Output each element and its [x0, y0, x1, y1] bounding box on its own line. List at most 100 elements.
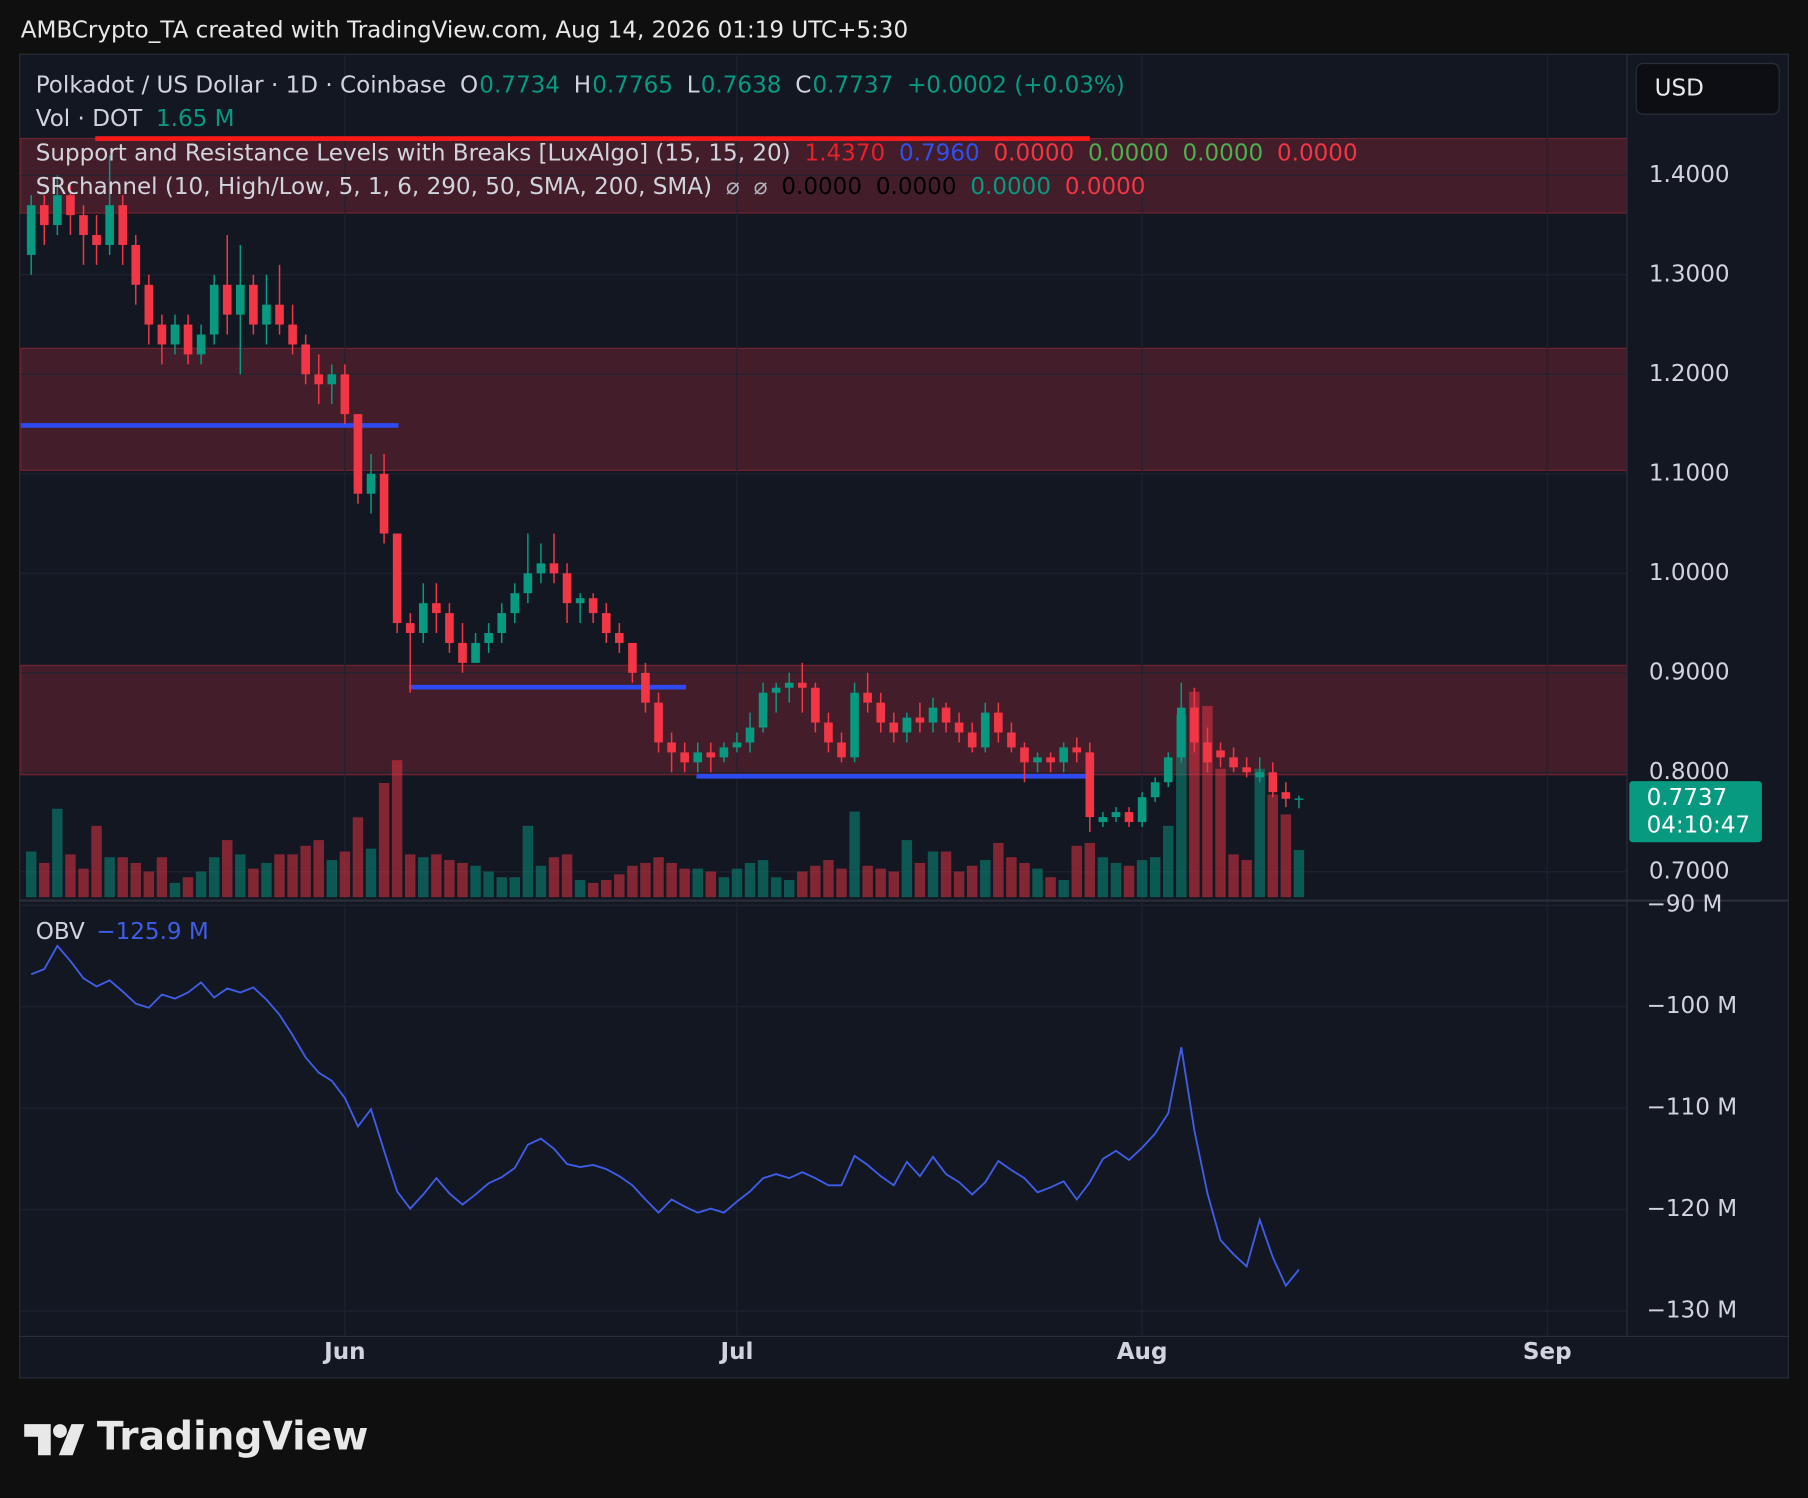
legend-item: ⌀ — [754, 173, 768, 199]
volume-bar — [1071, 845, 1082, 898]
candle-body — [1190, 707, 1199, 743]
candle-body — [327, 374, 337, 385]
y-tick-label: 1.4000 — [1649, 162, 1730, 188]
volume-bar — [966, 865, 978, 898]
candle-body — [1150, 782, 1160, 798]
obv-tick-label: −130 M — [1647, 1298, 1738, 1324]
obv-tick-label: −90 M — [1647, 892, 1723, 918]
currency-label[interactable]: USD — [1655, 75, 1704, 101]
obv-tick-label: −100 M — [1647, 993, 1738, 1019]
volume-bar — [1241, 860, 1252, 898]
candle-body — [549, 563, 559, 574]
volume-bar — [457, 862, 468, 898]
y-tick-label: 1.2000 — [1649, 361, 1730, 387]
currency-button[interactable]: USD — [1635, 62, 1780, 115]
volume-bar — [130, 862, 141, 898]
volume-bar — [679, 868, 690, 898]
candle-body — [575, 598, 585, 604]
price-tag-countdown: 04:10:47 — [1647, 813, 1751, 839]
candle-body — [445, 613, 454, 643]
candle-body — [1020, 747, 1029, 763]
price-tag-box — [1629, 781, 1762, 843]
volume-bar — [1293, 850, 1305, 898]
candle-body — [1046, 757, 1055, 763]
volume-bar — [1136, 860, 1148, 898]
obv-tick-label: −110 M — [1647, 1095, 1738, 1121]
volume-bar — [1149, 857, 1161, 898]
currency-button-box[interactable] — [1635, 62, 1780, 115]
candle-body — [523, 573, 533, 594]
candle-body — [26, 205, 36, 255]
volume-bar — [78, 868, 89, 898]
legend-item: ⌀ — [726, 173, 740, 199]
candle-body — [745, 727, 755, 743]
candle-body — [314, 374, 324, 385]
candle-body — [615, 633, 624, 643]
volume-bar — [156, 857, 168, 898]
candle-body — [262, 304, 271, 325]
volume-bar — [444, 860, 455, 898]
volume-bar — [143, 871, 155, 898]
volume-bar — [235, 854, 246, 898]
volume-bar — [705, 871, 717, 898]
volume-bar — [627, 865, 638, 898]
logo: TradingView — [24, 1415, 368, 1460]
attribution: AMBCrypto_TA created with TradingView.co… — [21, 18, 908, 44]
volume-bar — [993, 842, 1004, 898]
legend-item: 0.0000 — [1065, 173, 1146, 199]
sr-zone — [20, 347, 1628, 472]
candle-body — [811, 687, 820, 723]
candle-body — [980, 712, 990, 748]
volume-bar — [1123, 865, 1135, 898]
volume-bar — [888, 871, 900, 898]
volume-bar — [339, 851, 351, 898]
volume-bar — [561, 854, 573, 898]
candle-body — [1242, 767, 1251, 773]
candle-body — [183, 324, 193, 355]
candle-body — [249, 284, 258, 325]
candle-body — [340, 374, 350, 415]
candle-body — [915, 717, 925, 723]
candle-body — [667, 742, 676, 753]
candle-body — [196, 334, 206, 355]
candle-body — [562, 573, 572, 604]
volume-bar — [548, 857, 560, 898]
volume-bar — [744, 862, 756, 898]
volume-bar — [535, 865, 547, 898]
y-tick-label: 1.3000 — [1649, 261, 1730, 287]
candle-body — [418, 603, 428, 634]
volume-bar — [862, 865, 873, 898]
candle-body — [1176, 707, 1186, 758]
candle-body — [1033, 757, 1042, 763]
grid-layer — [20, 54, 1627, 1337]
volume-bar — [352, 817, 364, 898]
x-tick-label: Aug — [1117, 1339, 1168, 1365]
candle-body — [1124, 812, 1134, 823]
volume-bar — [1215, 768, 1226, 898]
candle-body — [1216, 750, 1225, 758]
volume-bar — [39, 862, 50, 898]
legend-row: Polkadot / US Dollar · 1D · Coinbase O0.7… — [36, 72, 1125, 98]
volume-bar — [169, 882, 181, 898]
candle-body — [1268, 772, 1278, 793]
legend-layer: Polkadot / US Dollar · 1D · Coinbase O0.7… — [36, 72, 1358, 199]
volume-bar — [797, 871, 808, 898]
candle-body — [484, 633, 493, 643]
y-tick-label: 1.1000 — [1649, 460, 1730, 486]
legend-item: L — [687, 72, 700, 98]
legend-item: 0.0000 — [781, 173, 862, 199]
candle-body — [222, 284, 232, 315]
volume-bar — [326, 860, 338, 898]
legend-item: 0.7638 — [701, 72, 782, 98]
candle-body — [967, 732, 977, 748]
x-tick-label: Jun — [322, 1339, 365, 1365]
legend-row: Support and Resistance Levels with Break… — [36, 140, 1358, 166]
volume-bar — [52, 808, 63, 898]
candle-body — [275, 304, 284, 325]
legend-item: 1.4370 — [805, 140, 886, 166]
volume-bar — [810, 865, 821, 898]
legend-item: 0.0000 — [970, 173, 1051, 199]
candle-body — [850, 692, 859, 758]
legend-item: 0.0000 — [994, 140, 1075, 166]
